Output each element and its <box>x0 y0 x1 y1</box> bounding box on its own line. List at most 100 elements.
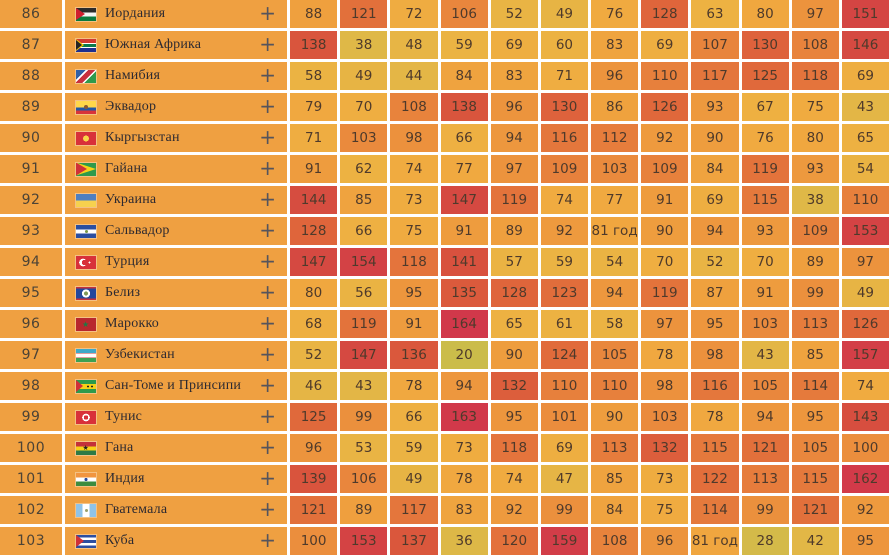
value-cell[interactable]: 92 <box>490 496 538 524</box>
value-cell[interactable]: 96 <box>641 527 689 555</box>
value-cell[interactable]: 124 <box>540 341 588 369</box>
expand-row-button[interactable]: + <box>259 32 276 56</box>
value-cell[interactable]: 92 <box>641 124 689 152</box>
value-cell[interactable]: 85 <box>340 186 388 214</box>
value-cell[interactable]: 125 <box>290 403 338 431</box>
value-cell[interactable]: 126 <box>641 93 689 121</box>
expand-row-button[interactable]: + <box>259 156 276 180</box>
value-cell[interactable]: 90 <box>691 124 739 152</box>
value-cell[interactable]: 115 <box>791 465 839 493</box>
value-cell[interactable]: 69 <box>490 31 538 59</box>
value-cell[interactable]: 62 <box>340 155 388 183</box>
value-cell[interactable]: 75 <box>791 93 839 121</box>
value-cell[interactable]: 99 <box>540 496 588 524</box>
value-cell[interactable]: 132 <box>641 434 689 462</box>
value-cell[interactable]: 73 <box>641 465 689 493</box>
value-cell[interactable]: 94 <box>741 403 789 431</box>
value-cell[interactable]: 103 <box>591 155 639 183</box>
value-cell[interactable]: 84 <box>591 496 639 524</box>
value-cell[interactable]: 109 <box>641 155 689 183</box>
value-cell[interactable]: 98 <box>691 341 739 369</box>
value-cell[interactable]: 56 <box>340 279 388 307</box>
value-cell[interactable]: 70 <box>641 248 689 276</box>
value-cell[interactable]: 83 <box>591 31 639 59</box>
value-cell[interactable]: 113 <box>741 465 789 493</box>
value-cell[interactable]: 108 <box>791 31 839 59</box>
value-cell[interactable]: 83 <box>490 62 538 90</box>
value-cell[interactable]: 98 <box>390 124 438 152</box>
value-cell[interactable]: 85 <box>591 465 639 493</box>
value-cell[interactable]: 90 <box>490 341 538 369</box>
value-cell[interactable]: 78 <box>691 403 739 431</box>
expand-row-button[interactable]: + <box>259 280 276 304</box>
value-cell[interactable]: 135 <box>440 279 488 307</box>
value-cell[interactable]: 91 <box>290 155 338 183</box>
value-cell[interactable]: 114 <box>691 496 739 524</box>
value-cell[interactable]: 95 <box>490 403 538 431</box>
expand-row-button[interactable]: + <box>259 435 276 459</box>
value-cell[interactable]: 70 <box>340 93 388 121</box>
expand-row-button[interactable]: + <box>259 63 276 87</box>
value-cell[interactable]: 94 <box>490 124 538 152</box>
value-cell[interactable]: 121 <box>791 496 839 524</box>
value-cell[interactable]: 119 <box>741 155 789 183</box>
value-cell[interactable]: 72 <box>390 0 438 28</box>
value-cell[interactable]: 110 <box>591 372 639 400</box>
value-cell[interactable]: 97 <box>841 248 889 276</box>
value-cell[interactable]: 119 <box>490 186 538 214</box>
value-cell[interactable]: 69 <box>641 31 689 59</box>
value-cell[interactable]: 78 <box>390 372 438 400</box>
expand-row-button[interactable]: + <box>259 218 276 242</box>
value-cell[interactable]: 28 <box>741 527 789 555</box>
value-cell[interactable]: 74 <box>390 155 438 183</box>
value-cell[interactable]: 52 <box>290 341 338 369</box>
value-cell[interactable]: 147 <box>340 341 388 369</box>
value-cell[interactable]: 128 <box>641 0 689 28</box>
value-cell[interactable]: 91 <box>390 310 438 338</box>
value-cell[interactable]: 74 <box>841 372 889 400</box>
value-cell[interactable]: 86 <box>591 93 639 121</box>
value-cell[interactable]: 157 <box>841 341 889 369</box>
value-cell[interactable]: 94 <box>440 372 488 400</box>
value-cell[interactable]: 101 <box>540 403 588 431</box>
value-cell[interactable]: 75 <box>641 496 689 524</box>
value-cell[interactable]: 147 <box>440 186 488 214</box>
value-cell[interactable]: 164 <box>440 310 488 338</box>
value-cell[interactable]: 78 <box>641 341 689 369</box>
value-cell[interactable]: 65 <box>490 310 538 338</box>
value-cell[interactable]: 59 <box>390 434 438 462</box>
value-cell[interactable]: 71 <box>290 124 338 152</box>
value-cell[interactable]: 97 <box>791 0 839 28</box>
value-cell[interactable]: 123 <box>540 279 588 307</box>
value-cell[interactable]: 118 <box>791 62 839 90</box>
value-cell[interactable]: 90 <box>641 217 689 245</box>
value-cell[interactable]: 117 <box>390 496 438 524</box>
value-cell[interactable]: 120 <box>490 527 538 555</box>
value-cell[interactable]: 113 <box>591 434 639 462</box>
value-cell[interactable]: 136 <box>390 341 438 369</box>
value-cell[interactable]: 97 <box>641 310 689 338</box>
expand-row-button[interactable]: + <box>259 187 276 211</box>
value-cell[interactable]: 121 <box>340 0 388 28</box>
value-cell[interactable]: 94 <box>691 217 739 245</box>
value-cell[interactable]: 94 <box>591 279 639 307</box>
value-cell[interactable]: 90 <box>591 403 639 431</box>
value-cell[interactable]: 75 <box>390 217 438 245</box>
value-cell[interactable]: 59 <box>440 31 488 59</box>
value-cell[interactable]: 52 <box>490 0 538 28</box>
value-cell[interactable]: 128 <box>290 217 338 245</box>
value-cell[interactable]: 78 <box>440 465 488 493</box>
value-cell[interactable]: 103 <box>340 124 388 152</box>
value-cell[interactable]: 44 <box>390 62 438 90</box>
value-cell[interactable]: 59 <box>540 248 588 276</box>
value-cell[interactable]: 96 <box>290 434 338 462</box>
value-cell[interactable]: 110 <box>841 186 889 214</box>
value-cell[interactable]: 93 <box>691 93 739 121</box>
value-cell[interactable]: 61 <box>540 310 588 338</box>
value-cell[interactable]: 110 <box>540 372 588 400</box>
value-cell[interactable]: 80 <box>791 124 839 152</box>
value-cell[interactable]: 48 <box>390 31 438 59</box>
expand-row-button[interactable]: + <box>259 311 276 335</box>
value-cell[interactable]: 92 <box>841 496 889 524</box>
expand-row-button[interactable]: + <box>259 528 276 552</box>
